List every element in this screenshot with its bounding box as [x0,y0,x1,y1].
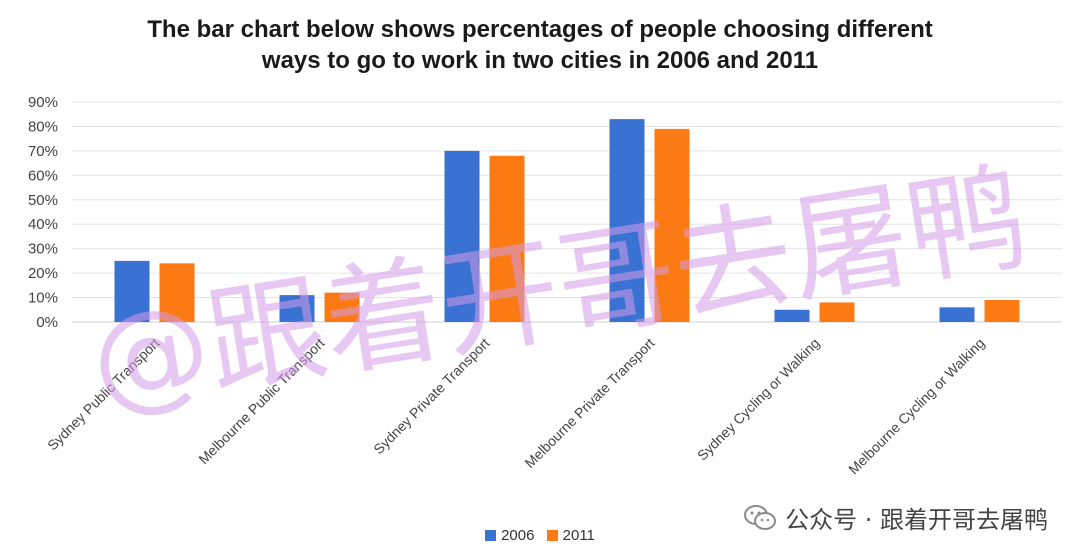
legend-item-2011: 2011 [546,526,595,544]
y-tick-label: 30% [28,241,58,258]
x-tick-label: Melbourne Cycling or Walking [845,335,987,477]
y-tick-label: 0% [36,314,58,331]
bar-2006-3 [609,119,645,322]
bar-2006-4 [774,309,810,322]
watermark-text: @跟着开哥去屠鸭 [81,147,1035,431]
bars [114,119,1020,322]
legend-label-2006: 2006 [501,526,535,544]
bar-2011-5 [984,300,1020,322]
y-tick-label: 80% [28,118,58,135]
legend-item-2006: 2006 [485,527,534,544]
footer-text: 公众号 · 跟着开哥去屠鸭 [785,506,1048,534]
bar-2006-0 [114,260,150,322]
legend-label-2011: 2011 [562,526,595,544]
bar-2006-5 [939,307,975,322]
bar-2011-1 [324,292,360,322]
chart-title-line-1: The bar chart below shows percentages of… [147,16,933,43]
legend-swatch-2006 [485,530,497,542]
y-tick-label: 60% [28,167,58,184]
y-tick-label: 50% [28,192,58,209]
bar-2011-0 [159,263,195,322]
bar-2011-3 [654,128,690,322]
bar-2011-2 [489,155,525,322]
y-tick-label: 40% [28,216,58,233]
chart-title: The bar chart below shows percentages of… [0,14,1080,76]
bar-2006-2 [444,150,480,322]
x-tick-label: Sydney Cycling or Walking [694,335,823,464]
y-axis-ticks: 0% 10% 20% 30% 40% 50% 60% 70% 80% 90% [28,94,58,331]
y-tick-label: 20% [28,265,58,282]
legend-swatch-2011 [546,530,558,542]
bar-2006-1 [279,295,315,322]
y-tick-label: 70% [28,143,58,160]
y-tick-label: 90% [28,94,58,111]
footer-account: 公众号 · 跟着开哥去屠鸭 [743,500,1048,535]
grid-lines [72,101,1062,323]
y-tick-label: 10% [28,290,58,307]
chart-title-line-2: ways to go to work in two cities in 2006… [261,47,819,74]
wechat-icon [743,504,777,532]
bar-2011-4 [819,302,855,322]
legend: 2006 2011 [0,526,1080,544]
